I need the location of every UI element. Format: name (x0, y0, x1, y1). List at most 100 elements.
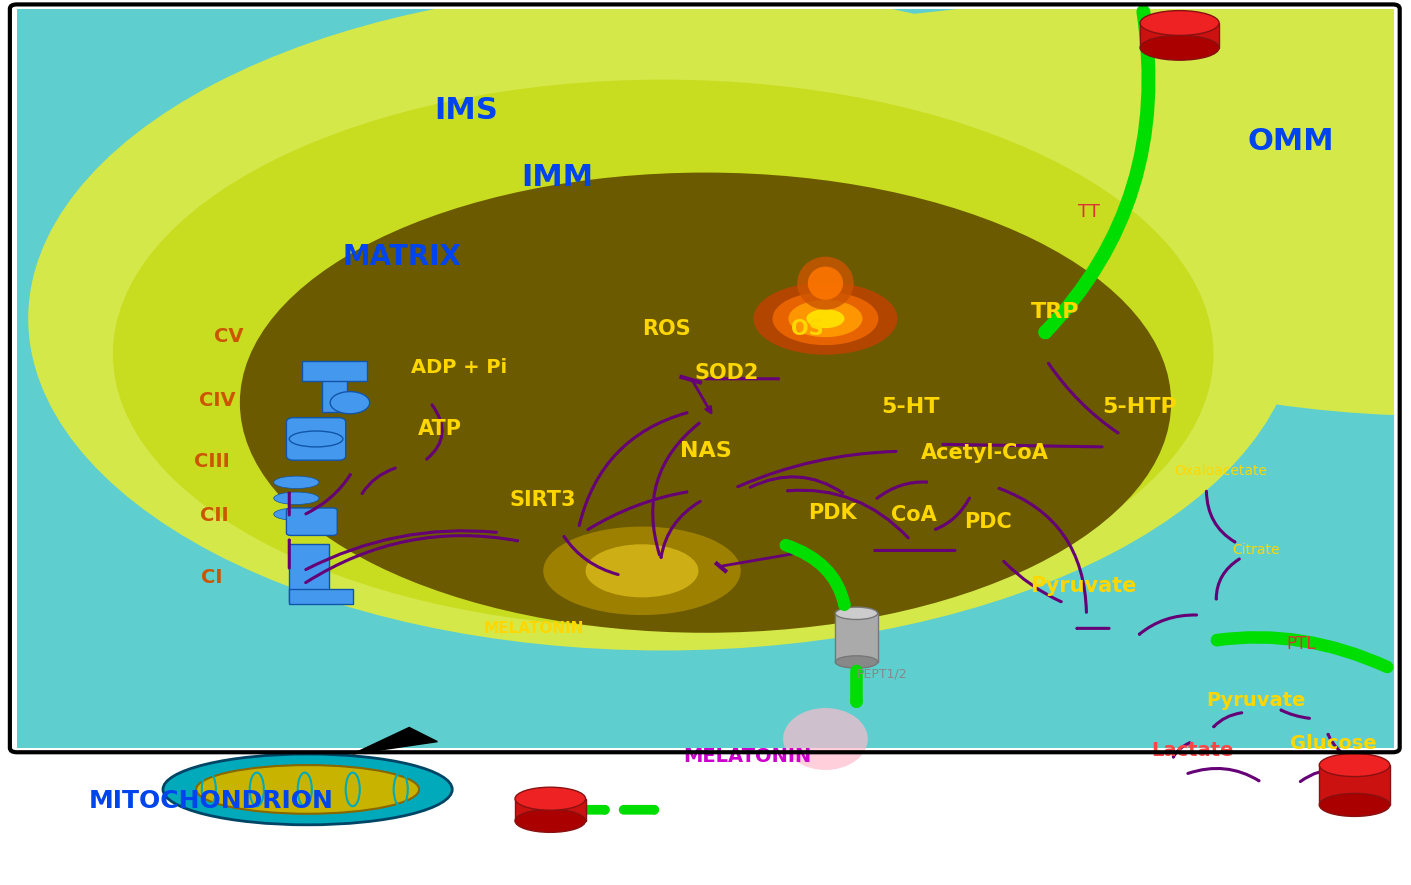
Ellipse shape (274, 476, 319, 489)
FancyArrowPatch shape (653, 423, 698, 555)
Text: 5-HTP: 5-HTP (1103, 397, 1177, 417)
Bar (0, 0, 1411, 9)
Ellipse shape (753, 282, 897, 355)
Ellipse shape (797, 257, 854, 310)
Ellipse shape (196, 765, 419, 814)
Ellipse shape (274, 492, 319, 504)
FancyArrowPatch shape (999, 489, 1086, 612)
FancyArrowPatch shape (306, 535, 518, 582)
Ellipse shape (1319, 753, 1390, 777)
Text: PTL: PTL (1287, 635, 1315, 653)
Bar (302, 361, 367, 381)
Text: SOD2: SOD2 (694, 364, 759, 383)
Ellipse shape (1140, 35, 1219, 60)
Ellipse shape (162, 754, 452, 825)
Ellipse shape (240, 173, 1171, 633)
Bar (322, 378, 347, 412)
Ellipse shape (783, 708, 868, 770)
Text: Pyruvate: Pyruvate (1030, 576, 1137, 596)
Text: PEPT1/2: PEPT1/2 (856, 668, 907, 681)
Ellipse shape (113, 80, 1213, 628)
Text: CV: CV (214, 327, 243, 346)
Text: SIRT3: SIRT3 (509, 490, 577, 510)
FancyArrowPatch shape (935, 498, 969, 529)
Text: Lactate: Lactate (1151, 741, 1233, 760)
Text: CoA: CoA (892, 505, 937, 525)
Text: CIII: CIII (193, 452, 230, 472)
Text: NAS: NAS (680, 442, 731, 461)
FancyArrowPatch shape (1046, 12, 1149, 332)
Text: OMM: OMM (1247, 127, 1335, 156)
Ellipse shape (772, 292, 878, 345)
FancyArrowPatch shape (878, 482, 927, 498)
FancyArrowPatch shape (363, 468, 395, 493)
Bar (515, 798, 586, 821)
Text: ADP + Pi: ADP + Pi (411, 358, 507, 377)
Bar (289, 589, 353, 604)
Text: MATRIX: MATRIX (343, 242, 461, 271)
Ellipse shape (586, 544, 698, 597)
Bar (1394, 0, 1411, 885)
FancyArrowPatch shape (579, 412, 687, 526)
FancyArrowPatch shape (1218, 637, 1387, 667)
Wedge shape (564, 0, 1411, 504)
FancyBboxPatch shape (10, 4, 1400, 752)
Text: ROS: ROS (642, 319, 690, 339)
Text: TRP: TRP (1031, 302, 1079, 321)
FancyArrowPatch shape (588, 492, 687, 529)
FancyArrowPatch shape (786, 545, 844, 604)
Ellipse shape (543, 527, 741, 615)
Text: IMS: IMS (433, 96, 498, 125)
FancyArrowPatch shape (1281, 710, 1309, 719)
Ellipse shape (515, 788, 586, 811)
FancyArrowPatch shape (564, 536, 618, 574)
Text: CII: CII (200, 505, 229, 525)
FancyArrowPatch shape (738, 451, 896, 487)
Ellipse shape (330, 391, 370, 413)
Text: Oxaloacetate: Oxaloacetate (1174, 464, 1267, 478)
Ellipse shape (835, 656, 878, 668)
Text: IMM: IMM (521, 163, 594, 191)
Bar (289, 544, 329, 602)
Text: MELATONIN: MELATONIN (483, 621, 584, 635)
Ellipse shape (1140, 11, 1219, 35)
FancyBboxPatch shape (286, 418, 346, 460)
Polygon shape (353, 727, 437, 754)
Text: OS: OS (790, 319, 824, 339)
FancyArrowPatch shape (751, 477, 842, 493)
Wedge shape (717, 0, 1411, 416)
Text: 5-HT: 5-HT (880, 397, 940, 417)
Text: TT: TT (1078, 204, 1101, 221)
FancyArrowPatch shape (943, 444, 1102, 447)
Text: Glucose: Glucose (1290, 734, 1377, 753)
Ellipse shape (789, 300, 862, 337)
Text: CIV: CIV (199, 390, 236, 410)
Text: CI: CI (200, 567, 223, 587)
Text: PDC: PDC (964, 512, 1012, 532)
FancyArrowPatch shape (306, 531, 497, 570)
Ellipse shape (807, 266, 842, 300)
Text: Pyruvate: Pyruvate (1206, 691, 1305, 711)
FancyArrowPatch shape (1213, 712, 1242, 727)
FancyArrowPatch shape (1048, 364, 1118, 433)
Text: MITOCHONDRION: MITOCHONDRION (89, 789, 334, 813)
FancyArrowPatch shape (1206, 491, 1235, 542)
Ellipse shape (806, 309, 844, 328)
Bar (0, 0, 17, 885)
FancyArrowPatch shape (660, 502, 700, 558)
Ellipse shape (835, 607, 878, 619)
FancyArrowPatch shape (787, 490, 909, 538)
Text: Acetyl-CoA: Acetyl-CoA (921, 443, 1048, 463)
FancyArrowPatch shape (1328, 735, 1352, 760)
Text: Citrate: Citrate (1232, 543, 1280, 558)
Ellipse shape (1319, 793, 1390, 816)
Ellipse shape (515, 809, 586, 832)
Ellipse shape (274, 508, 319, 520)
Ellipse shape (289, 431, 343, 447)
FancyArrowPatch shape (1003, 561, 1061, 602)
FancyArrowPatch shape (1188, 768, 1259, 781)
Bar (835, 613, 878, 662)
Bar (0, 748, 1411, 885)
Text: ATP: ATP (418, 419, 463, 439)
FancyArrowPatch shape (1174, 743, 1189, 757)
